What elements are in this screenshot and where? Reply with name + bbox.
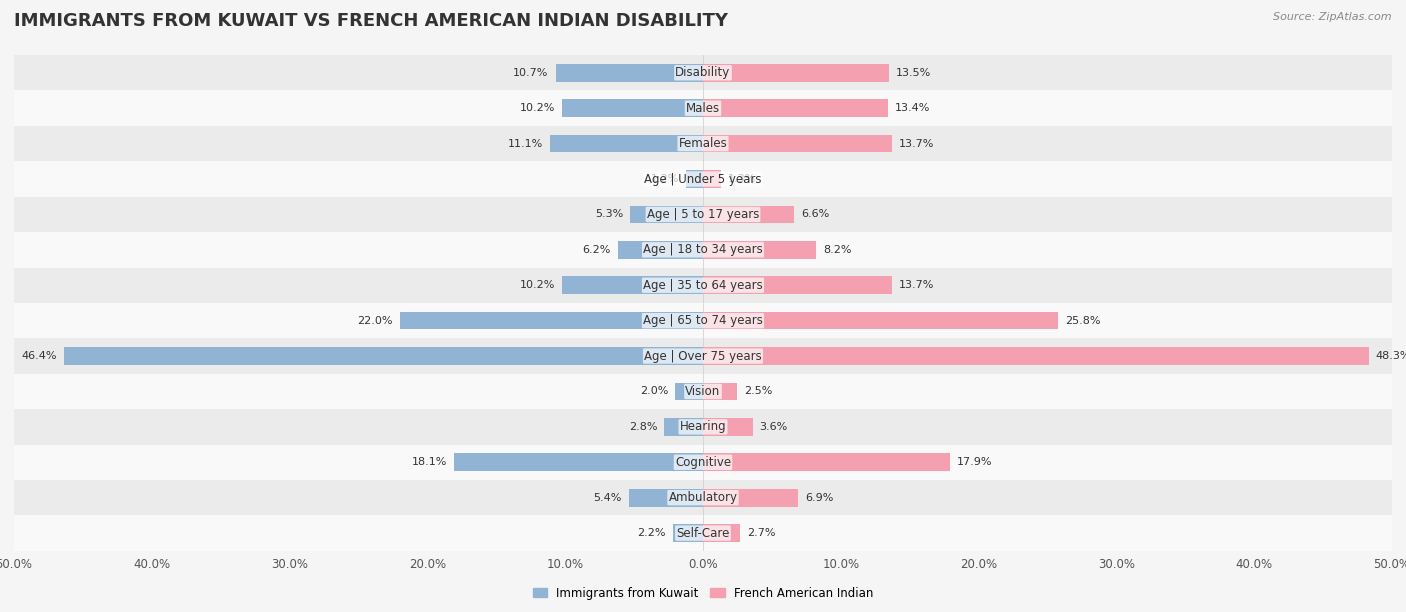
Bar: [628, 489, 703, 507]
Text: 2.7%: 2.7%: [747, 528, 776, 538]
Text: 2.5%: 2.5%: [744, 386, 773, 397]
Bar: [14, 91, 1392, 126]
Bar: [703, 99, 887, 117]
Text: 11.1%: 11.1%: [508, 138, 543, 149]
Text: 13.7%: 13.7%: [898, 280, 934, 290]
Bar: [675, 382, 703, 400]
Text: Cognitive: Cognitive: [675, 456, 731, 469]
Bar: [703, 489, 799, 507]
Bar: [630, 206, 703, 223]
Text: Disability: Disability: [675, 66, 731, 80]
Bar: [562, 277, 703, 294]
Text: 13.4%: 13.4%: [894, 103, 929, 113]
Bar: [703, 64, 889, 81]
Bar: [665, 418, 703, 436]
Text: 5.4%: 5.4%: [593, 493, 621, 502]
Text: 46.4%: 46.4%: [21, 351, 56, 361]
Text: 48.3%: 48.3%: [1375, 351, 1406, 361]
Bar: [703, 453, 949, 471]
Bar: [703, 347, 1368, 365]
Text: Source: ZipAtlas.com: Source: ZipAtlas.com: [1274, 12, 1392, 22]
Text: Males: Males: [686, 102, 720, 114]
Text: 1.2%: 1.2%: [651, 174, 679, 184]
Text: 10.7%: 10.7%: [513, 68, 548, 78]
Text: 8.2%: 8.2%: [823, 245, 852, 255]
Bar: [14, 267, 1392, 303]
Text: Self-Care: Self-Care: [676, 526, 730, 540]
Text: 10.2%: 10.2%: [520, 103, 555, 113]
Bar: [14, 515, 1392, 551]
Bar: [703, 206, 794, 223]
Bar: [703, 312, 1059, 329]
Text: Ambulatory: Ambulatory: [668, 491, 738, 504]
Text: Age | 65 to 74 years: Age | 65 to 74 years: [643, 314, 763, 327]
Bar: [703, 382, 738, 400]
Bar: [562, 99, 703, 117]
Bar: [14, 303, 1392, 338]
Text: 1.3%: 1.3%: [728, 174, 756, 184]
Bar: [617, 241, 703, 259]
Text: Vision: Vision: [685, 385, 721, 398]
Bar: [703, 524, 740, 542]
Bar: [686, 170, 703, 188]
Text: Age | 18 to 34 years: Age | 18 to 34 years: [643, 244, 763, 256]
Bar: [550, 135, 703, 152]
Bar: [703, 135, 891, 152]
Legend: Immigrants from Kuwait, French American Indian: Immigrants from Kuwait, French American …: [527, 582, 879, 605]
Bar: [14, 55, 1392, 91]
Text: Age | Over 75 years: Age | Over 75 years: [644, 349, 762, 362]
Bar: [399, 312, 703, 329]
Text: 17.9%: 17.9%: [956, 457, 993, 468]
Text: 13.7%: 13.7%: [898, 138, 934, 149]
Text: 2.8%: 2.8%: [628, 422, 658, 432]
Text: Hearing: Hearing: [679, 420, 727, 433]
Bar: [63, 347, 703, 365]
Text: 3.6%: 3.6%: [759, 422, 787, 432]
Bar: [703, 241, 815, 259]
Bar: [454, 453, 703, 471]
Text: Age | 5 to 17 years: Age | 5 to 17 years: [647, 208, 759, 221]
Bar: [14, 374, 1392, 409]
Text: 10.2%: 10.2%: [520, 280, 555, 290]
Text: Age | Under 5 years: Age | Under 5 years: [644, 173, 762, 185]
Text: 18.1%: 18.1%: [412, 457, 447, 468]
Bar: [703, 418, 752, 436]
Text: Age | 35 to 64 years: Age | 35 to 64 years: [643, 278, 763, 292]
Bar: [14, 338, 1392, 374]
Text: 6.6%: 6.6%: [801, 209, 830, 220]
Text: 25.8%: 25.8%: [1066, 316, 1101, 326]
Text: 22.0%: 22.0%: [357, 316, 394, 326]
Text: 2.2%: 2.2%: [637, 528, 666, 538]
Bar: [14, 444, 1392, 480]
Bar: [703, 277, 891, 294]
Bar: [14, 480, 1392, 515]
Bar: [14, 126, 1392, 162]
Bar: [14, 409, 1392, 444]
Bar: [14, 162, 1392, 196]
Text: 6.2%: 6.2%: [582, 245, 610, 255]
Bar: [555, 64, 703, 81]
Text: 13.5%: 13.5%: [896, 68, 931, 78]
Text: Females: Females: [679, 137, 727, 150]
Bar: [14, 196, 1392, 232]
Text: 5.3%: 5.3%: [595, 209, 623, 220]
Bar: [703, 170, 721, 188]
Text: IMMIGRANTS FROM KUWAIT VS FRENCH AMERICAN INDIAN DISABILITY: IMMIGRANTS FROM KUWAIT VS FRENCH AMERICA…: [14, 12, 728, 30]
Bar: [14, 232, 1392, 267]
Text: 6.9%: 6.9%: [806, 493, 834, 502]
Bar: [672, 524, 703, 542]
Text: 2.0%: 2.0%: [640, 386, 669, 397]
